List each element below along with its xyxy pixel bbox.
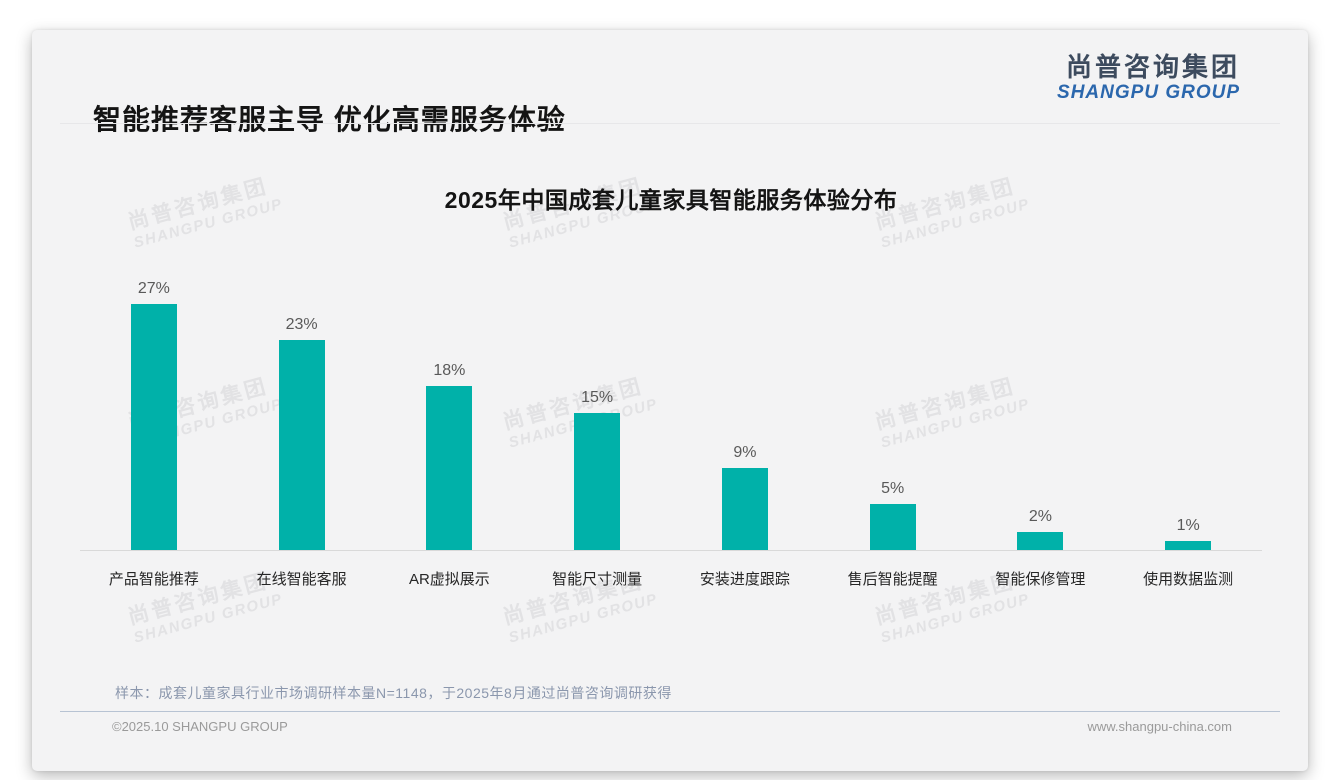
bar-value-label: 27% xyxy=(137,280,170,297)
bar-value-label: 5% xyxy=(881,480,905,497)
bar-value-label: 9% xyxy=(733,444,757,461)
bar xyxy=(426,386,473,550)
bar xyxy=(130,304,177,550)
bar-value-label: 2% xyxy=(1028,508,1052,525)
bar-slot: 9% xyxy=(671,261,819,550)
footer-website: www.shangpu-china.com xyxy=(1087,719,1232,734)
sample-note: 样本：成套儿童家具行业市场调研样本量N=1148，于2025年8月通过尚普咨询调… xyxy=(115,685,672,701)
footer-copyright: ©2025.10 SHANGPU GROUP xyxy=(112,719,288,734)
bar xyxy=(721,468,768,550)
bar-slot: 18% xyxy=(376,261,524,550)
bar xyxy=(1017,532,1064,550)
watermark-line2: SHANGPU GROUP xyxy=(506,590,660,647)
bar-value-label: 15% xyxy=(581,389,614,406)
category-label: 安装进度跟踪 xyxy=(699,571,790,588)
category-label: AR虚拟展示 xyxy=(408,571,490,588)
header-divider xyxy=(60,123,1280,124)
chart-title: 2025年中国成套儿童家具智能服务体验分布 xyxy=(444,187,898,213)
bar-value-label: 1% xyxy=(1176,517,1200,534)
logo-chinese-text: 尚普咨询集团 xyxy=(1065,52,1240,82)
bar-slot: 23% xyxy=(228,261,376,550)
slide-card: 尚普咨询集团 SHANGPU GROUP 尚普咨询集团 SHANGPU GROUP 尚普… xyxy=(32,30,1308,771)
bar-slot: 1% xyxy=(1114,261,1262,550)
category-label: 产品智能推荐 xyxy=(108,571,199,588)
bar xyxy=(869,504,916,550)
chart-categories: 产品智能推荐 在线智能客服 AR虚拟展示 智能尺寸测量 安装进度跟踪 售后智能提醒 智能保修… xyxy=(80,568,1262,589)
bar xyxy=(278,340,325,550)
bar-slot: 5% xyxy=(819,261,967,550)
watermark-line2: SHANGPU GROUP xyxy=(878,590,1032,647)
logo-english-text: SHANGPU GROUP xyxy=(1057,82,1240,103)
chart-plot: 27% 23% 18% 15% 9% 5% 2% 1% xyxy=(80,261,1262,551)
category-label: 在线智能客服 xyxy=(256,571,347,588)
category-label: 智能尺寸测量 xyxy=(552,571,643,588)
bar-value-label: 18% xyxy=(433,362,466,379)
category-label: 售后智能提醒 xyxy=(847,571,938,588)
bar xyxy=(1165,541,1212,550)
category-label: 智能保修管理 xyxy=(995,571,1086,588)
bar-slot: 27% xyxy=(80,261,228,550)
bar-slot: 2% xyxy=(967,261,1115,550)
company-logo: 尚普咨询集团 SHANGPU GROUP xyxy=(1057,52,1240,104)
bar xyxy=(574,413,621,550)
watermark-line2: SHANGPU GROUP xyxy=(131,590,285,647)
bar-slot: 15% xyxy=(523,261,671,550)
category-label: 使用数据监测 xyxy=(1143,571,1234,588)
page-title: 智能推荐客服主导 优化高需服务体验 xyxy=(93,104,566,135)
footer-divider xyxy=(60,711,1280,712)
bar-value-label: 23% xyxy=(285,316,318,333)
